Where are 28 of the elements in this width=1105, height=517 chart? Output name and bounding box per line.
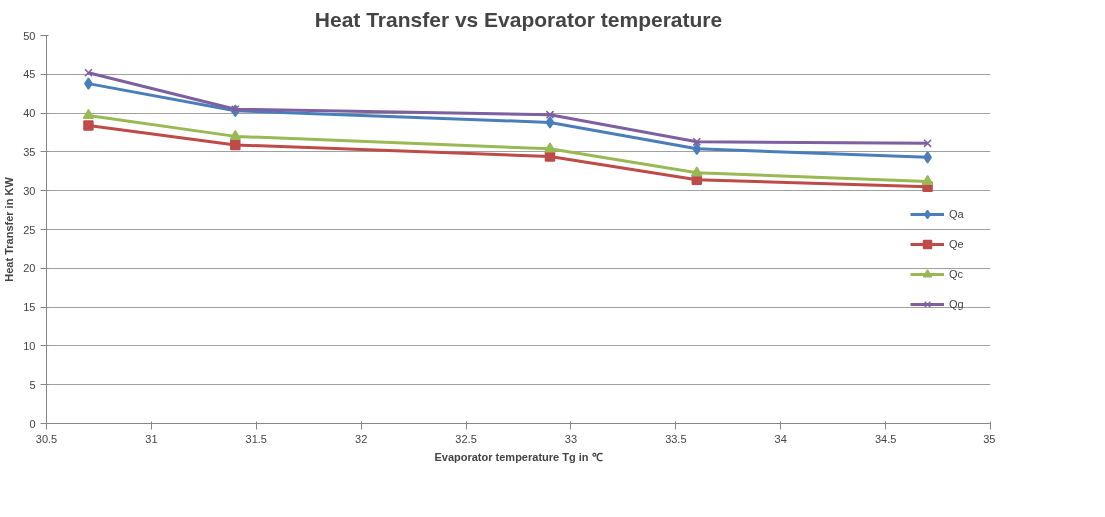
x-tick-label: 30.5 [35, 432, 58, 445]
x-tick-label: 31.5 [245, 432, 267, 445]
x-axis-title: Evaporator temperature Tg in ℃ [434, 450, 603, 463]
y-tick-label: 20 [23, 262, 36, 275]
x-tick-label: 34 [774, 432, 787, 445]
y-tick-label: 45 [23, 68, 36, 81]
x-tick-label: 35 [983, 432, 996, 445]
y-tick-label: 10 [23, 339, 36, 352]
y-tick-label: 40 [23, 107, 36, 120]
y-tick-label: 5 [29, 378, 36, 391]
legend-label: Qe [949, 238, 965, 251]
y-tick-label: 30 [23, 184, 36, 197]
y-tick-label: 25 [23, 223, 36, 236]
legend-label: Qc [949, 268, 965, 281]
legend-label: Qg [949, 298, 965, 311]
x-tick-label: 33.5 [665, 432, 687, 445]
x-tick-label: 34.5 [874, 432, 897, 445]
y-tick-label: 0 [29, 417, 36, 430]
y-axis-title: Heat Transfer in KW [3, 176, 16, 282]
chart-title: Heat Transfer vs Evaporator temperature [314, 7, 723, 31]
x-tick-label: 32 [355, 432, 368, 445]
y-tick-label: 15 [23, 301, 36, 314]
x-tick-label: 32.5 [455, 432, 477, 445]
x-tick-label: 31 [145, 432, 158, 445]
y-tick-label: 50 [23, 29, 36, 42]
legend-label: Qa [949, 208, 965, 221]
x-tick-label: 33 [564, 432, 578, 445]
y-tick-label: 35 [23, 145, 36, 158]
